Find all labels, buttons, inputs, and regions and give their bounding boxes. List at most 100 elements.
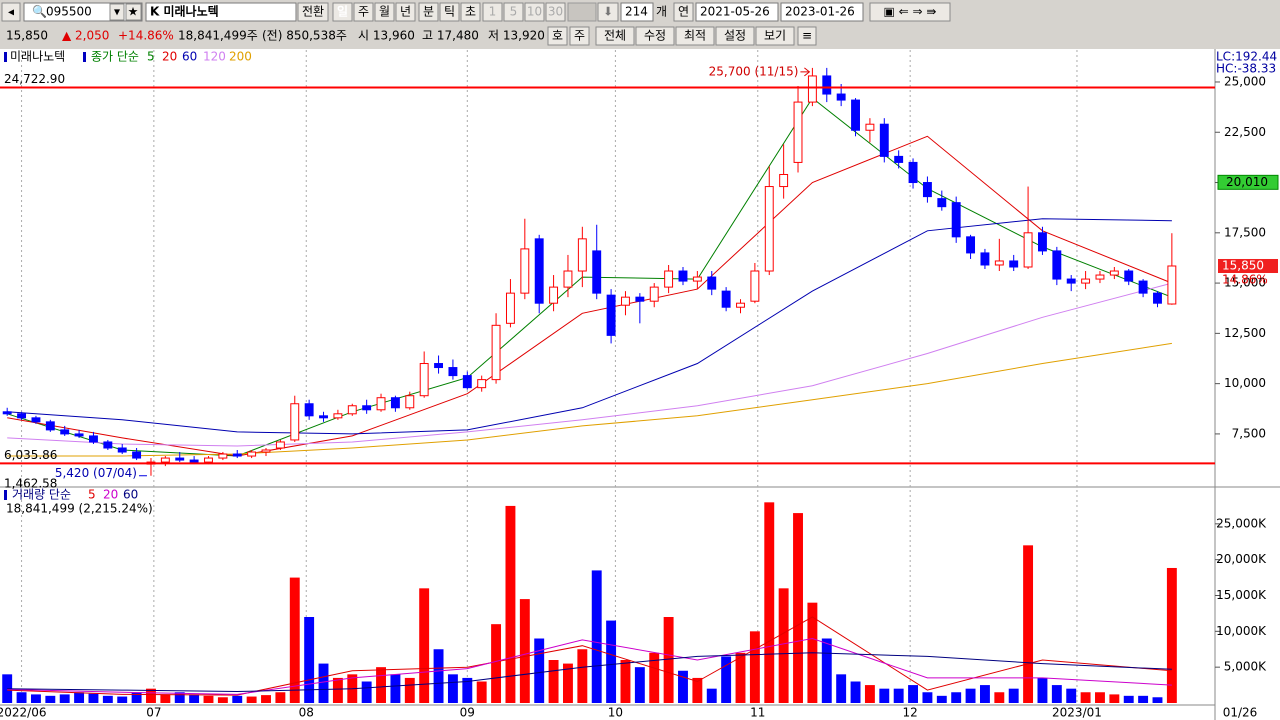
candle-body [1095, 274, 1105, 280]
y-tick-label: 20,000K [1216, 552, 1267, 566]
volume-bar [577, 649, 588, 703]
candle-body [362, 405, 372, 411]
favorite[interactable] [125, 3, 142, 21]
blank-button[interactable] [567, 2, 597, 22]
button[interactable] [418, 2, 439, 22]
button[interactable] [673, 2, 694, 22]
candle-body [534, 238, 544, 304]
button-label: 일 [337, 5, 348, 19]
input-box[interactable] [780, 2, 864, 22]
volume-bar [1080, 692, 1091, 703]
button[interactable] [545, 2, 566, 22]
candle-body [549, 286, 559, 304]
volume-bar [606, 620, 617, 703]
nav-button[interactable] [1, 2, 21, 22]
candle-body [994, 260, 1004, 266]
button-label: 2023-01-26 [785, 5, 855, 19]
volume-bar [850, 681, 861, 703]
volume-bar [965, 688, 976, 703]
legend-marker [4, 490, 7, 500]
button[interactable] [675, 26, 715, 46]
input-box[interactable] [695, 2, 779, 22]
volume-bar [476, 681, 487, 703]
button[interactable] [297, 2, 329, 22]
candle-body [477, 379, 487, 389]
volume-bar [261, 695, 271, 703]
button[interactable] [353, 2, 374, 22]
input-box[interactable] [620, 2, 654, 22]
volume-bar [45, 695, 56, 703]
candle-body [922, 182, 932, 198]
button[interactable] [503, 2, 524, 22]
volume-bar [1066, 688, 1077, 703]
volume-bar [1037, 677, 1048, 703]
candle-body [160, 457, 170, 463]
y-tick-label: 10,000 [1224, 376, 1266, 390]
candle-body [505, 292, 515, 324]
button[interactable] [715, 26, 755, 46]
button[interactable] [374, 2, 395, 22]
button[interactable] [460, 2, 481, 22]
volume-label: 18,841,499 (2,215.24%) [6, 502, 153, 516]
button[interactable] [547, 26, 568, 46]
candle-body [261, 449, 271, 453]
candle-body [1138, 280, 1148, 294]
x-tick-label: 12 [903, 706, 918, 720]
volume-bar [519, 599, 530, 703]
volume-bar [979, 685, 990, 703]
candle-body [31, 417, 41, 423]
favorite-icon: ★ [128, 5, 139, 19]
y-tick-label: 22,500 [1224, 125, 1266, 139]
candle-body [721, 290, 731, 308]
settings-button[interactable] [797, 26, 817, 46]
input-box[interactable] [145, 2, 297, 22]
candle-body [908, 161, 918, 184]
volume-bar [1109, 694, 1120, 703]
y-tick-label: 10,000K [1216, 624, 1267, 638]
volume-bar [678, 670, 688, 703]
volume-bar [491, 624, 502, 703]
legend-entry: 5 [147, 50, 155, 64]
candle-body [592, 250, 602, 294]
candle-body [275, 441, 285, 449]
volume-bar [246, 696, 257, 703]
candle-body [60, 429, 70, 435]
quote-price: 15,850 [6, 29, 48, 43]
button[interactable] [755, 26, 795, 46]
candle-body [1009, 260, 1019, 268]
candle-body [89, 435, 98, 443]
y-tick-label: 12,500 [1224, 326, 1266, 340]
candle-body [45, 421, 55, 431]
volume-bar [864, 685, 875, 703]
volume-bar [361, 681, 372, 703]
y-tick-label: 25,000K [1216, 516, 1267, 530]
button-label: 연 [678, 5, 689, 19]
tool-icons[interactable] [869, 2, 951, 22]
button-label: 년 [400, 5, 411, 19]
button[interactable] [635, 26, 675, 46]
candle-body [865, 123, 875, 131]
volume-bar [88, 693, 99, 703]
button-label: 5 [510, 5, 518, 19]
volume-bar [376, 667, 386, 703]
volume-bar [30, 694, 41, 703]
volume-bar [563, 663, 573, 703]
volume-bar [1123, 695, 1134, 703]
tool-icon-glyphs: ▣ ⇐ ⇒ ⇛ [884, 5, 937, 19]
button[interactable] [595, 26, 635, 46]
candle-body [980, 252, 990, 266]
y-tick-label: 15,000 [1224, 276, 1266, 290]
button-label: 월 [379, 5, 390, 19]
button[interactable] [569, 26, 590, 46]
button-label: 최적 [684, 29, 706, 43]
button[interactable] [395, 2, 416, 22]
lc-label: LC:192.44 [1216, 50, 1277, 64]
dropdown[interactable] [109, 3, 125, 21]
button[interactable] [524, 2, 545, 22]
button[interactable] [332, 2, 353, 22]
button[interactable] [482, 2, 503, 22]
volume-bar [2, 674, 13, 703]
down-button[interactable] [597, 2, 619, 22]
button[interactable] [439, 2, 460, 22]
candle-body [448, 367, 458, 377]
